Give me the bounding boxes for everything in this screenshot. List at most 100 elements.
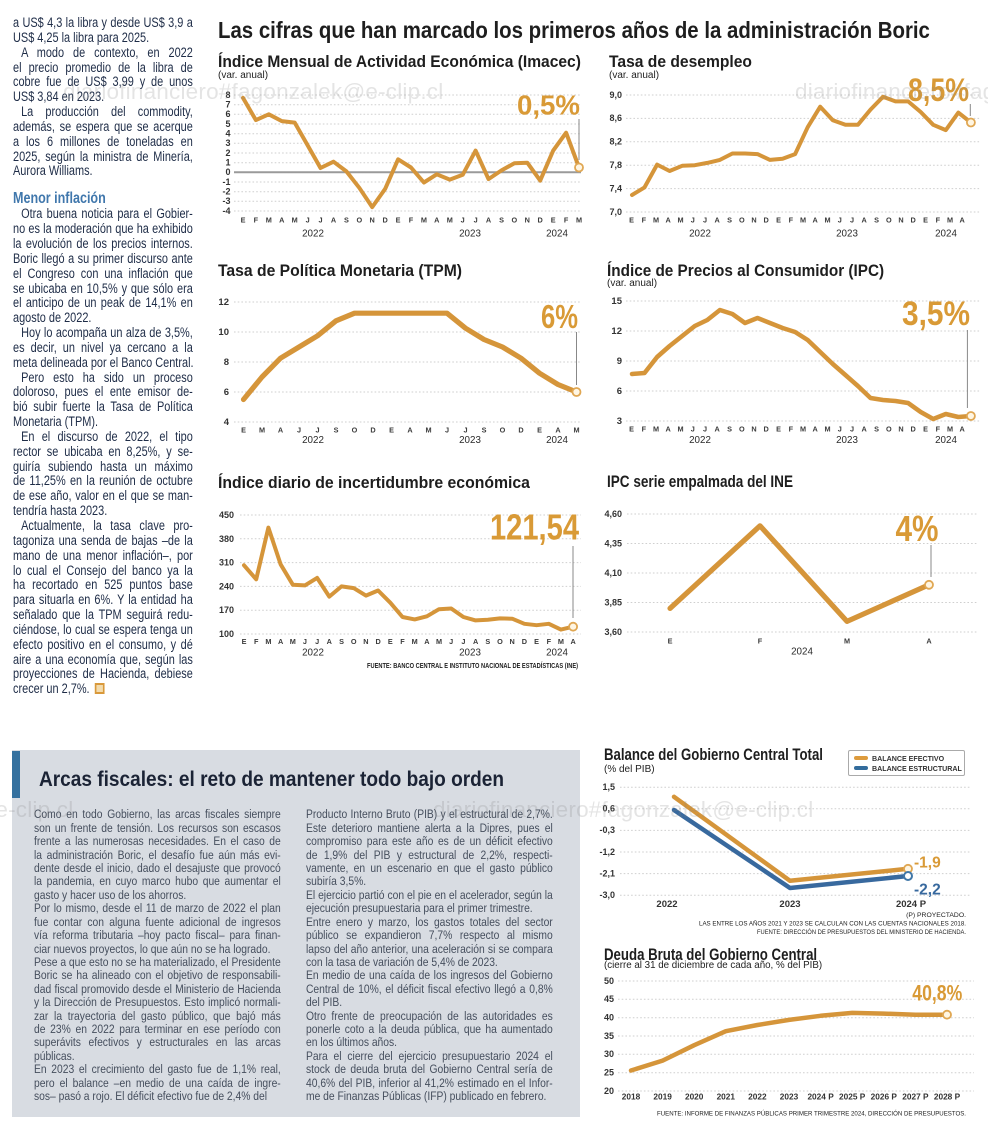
svg-text:O: O — [512, 216, 518, 225]
svg-text:50: 50 — [604, 976, 614, 986]
svg-text:A: A — [666, 216, 672, 225]
svg-text:D: D — [764, 425, 769, 434]
svg-text:0,6: 0,6 — [602, 804, 615, 814]
svg-text:8,2: 8,2 — [609, 137, 622, 147]
svg-text:-4: -4 — [222, 206, 230, 216]
svg-text:8,6: 8,6 — [609, 113, 622, 123]
svg-text:N: N — [751, 425, 756, 434]
svg-text:2023: 2023 — [459, 648, 481, 659]
svg-text:S: S — [339, 637, 344, 646]
svg-text:M: M — [573, 426, 579, 435]
svg-text:M: M — [800, 216, 806, 225]
svg-text:A: A — [331, 216, 337, 225]
svg-text:4: 4 — [225, 129, 230, 139]
svg-text:2022: 2022 — [302, 435, 324, 446]
svg-text:2022: 2022 — [302, 229, 324, 240]
svg-text:E: E — [776, 425, 781, 434]
svg-text:A: A — [279, 216, 285, 225]
svg-text:M: M — [947, 216, 953, 225]
svg-text:2: 2 — [225, 148, 230, 158]
svg-text:J: J — [838, 216, 842, 225]
svg-text:3: 3 — [617, 416, 622, 427]
svg-text:(P) PROYECTADO.: (P) PROYECTADO. — [906, 912, 966, 919]
svg-text:F: F — [758, 637, 763, 646]
svg-text:M: M — [824, 216, 830, 225]
svg-text:S: S — [334, 426, 339, 435]
svg-text:F: F — [409, 216, 414, 225]
svg-text:M: M — [266, 216, 272, 225]
svg-text:170: 170 — [219, 605, 234, 615]
svg-text:J: J — [838, 425, 842, 434]
svg-text:-1,9: -1,9 — [914, 855, 941, 872]
svg-text:12: 12 — [218, 297, 229, 308]
svg-text:A: A — [862, 216, 868, 225]
svg-text:0,5%: 0,5% — [517, 89, 580, 120]
svg-text:O: O — [352, 426, 358, 435]
svg-text:240: 240 — [219, 581, 234, 591]
svg-text:A: A — [434, 216, 440, 225]
svg-text:F: F — [400, 637, 405, 646]
svg-text:25: 25 — [604, 1068, 614, 1078]
svg-text:M: M — [844, 637, 850, 646]
svg-text:M: M — [677, 216, 683, 225]
svg-text:15: 15 — [611, 296, 622, 307]
svg-text:5: 5 — [225, 119, 230, 129]
svg-text:4,60: 4,60 — [604, 509, 622, 519]
svg-text:S: S — [482, 426, 487, 435]
svg-text:9: 9 — [617, 356, 622, 367]
svg-text:M: M — [447, 216, 453, 225]
svg-text:3,5%: 3,5% — [902, 295, 970, 333]
svg-text:2024 P: 2024 P — [896, 899, 927, 910]
svg-text:J: J — [850, 216, 854, 225]
svg-text:E: E — [388, 637, 393, 646]
svg-text:A: A — [486, 216, 492, 225]
svg-text:35: 35 — [604, 1031, 614, 1041]
svg-text:D: D — [911, 425, 916, 434]
svg-text:1,5: 1,5 — [602, 782, 615, 792]
svg-text:8: 8 — [225, 90, 230, 100]
svg-text:D: D — [522, 637, 527, 646]
svg-text:A: A — [407, 426, 413, 435]
svg-text:7,8: 7,8 — [609, 160, 622, 170]
svg-text:2018: 2018 — [622, 1092, 641, 1102]
svg-text:M: M — [425, 426, 431, 435]
svg-text:J: J — [850, 425, 854, 434]
svg-text:6: 6 — [617, 386, 622, 397]
svg-text:4%: 4% — [896, 508, 939, 549]
svg-text:J: J — [297, 426, 301, 435]
svg-text:E: E — [923, 216, 928, 225]
svg-text:J: J — [303, 637, 307, 646]
svg-text:S: S — [344, 216, 349, 225]
svg-text:2022: 2022 — [656, 899, 677, 910]
svg-text:7: 7 — [225, 100, 230, 110]
svg-text:M: M — [653, 216, 659, 225]
svg-text:1: 1 — [225, 158, 230, 168]
svg-text:A: A — [570, 637, 576, 646]
svg-text:J: J — [306, 216, 310, 225]
svg-text:40,8%: 40,8% — [912, 980, 962, 1005]
svg-text:10: 10 — [218, 327, 229, 338]
svg-text:A: A — [327, 637, 333, 646]
svg-text:9,0: 9,0 — [609, 90, 622, 100]
svg-text:-2,1: -2,1 — [599, 868, 615, 878]
svg-text:J: J — [474, 216, 478, 225]
svg-text:D: D — [375, 637, 380, 646]
svg-text:N: N — [898, 425, 903, 434]
svg-text:E: E — [629, 425, 634, 434]
svg-text:D: D — [383, 216, 388, 225]
svg-text:N: N — [510, 637, 515, 646]
svg-text:2024: 2024 — [546, 648, 568, 659]
svg-text:2022: 2022 — [689, 229, 711, 240]
svg-text:M: M — [292, 216, 298, 225]
svg-text:E: E — [389, 426, 394, 435]
svg-text:E: E — [242, 637, 247, 646]
svg-text:-1,2: -1,2 — [599, 847, 615, 857]
svg-text:M: M — [677, 425, 683, 434]
svg-text:A: A — [813, 425, 819, 434]
svg-text:2024: 2024 — [546, 435, 568, 446]
svg-text:J: J — [461, 216, 465, 225]
svg-text:2021: 2021 — [717, 1092, 736, 1102]
svg-text:-3: -3 — [222, 196, 230, 206]
svg-text:O: O — [739, 425, 745, 434]
svg-text:4,35: 4,35 — [604, 539, 622, 549]
